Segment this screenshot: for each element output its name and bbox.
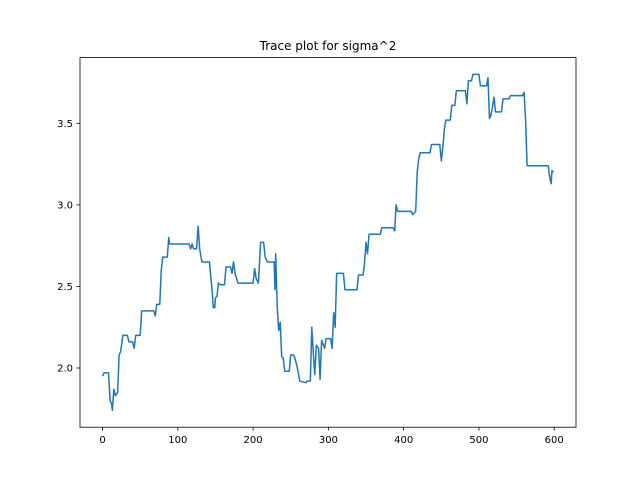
- plot-frame: [79, 57, 577, 428]
- x-tick-label: 200: [244, 435, 263, 446]
- x-tick-label: 0: [99, 435, 105, 446]
- chart-title: Trace plot for sigma^2: [259, 39, 397, 53]
- x-tick-label: 600: [545, 435, 564, 446]
- line: [101, 73, 555, 412]
- y-tick-label: 3.0: [57, 200, 73, 211]
- x-tick-label: 500: [469, 435, 488, 446]
- y-tick-label: 2.0: [57, 363, 73, 374]
- x-tick-label: 300: [319, 435, 338, 446]
- y-tick-label: 3.5: [57, 119, 73, 130]
- y-tick-label: 2.5: [57, 282, 73, 293]
- x-tick-label: 400: [394, 435, 413, 446]
- x-tick-label: 100: [168, 435, 187, 446]
